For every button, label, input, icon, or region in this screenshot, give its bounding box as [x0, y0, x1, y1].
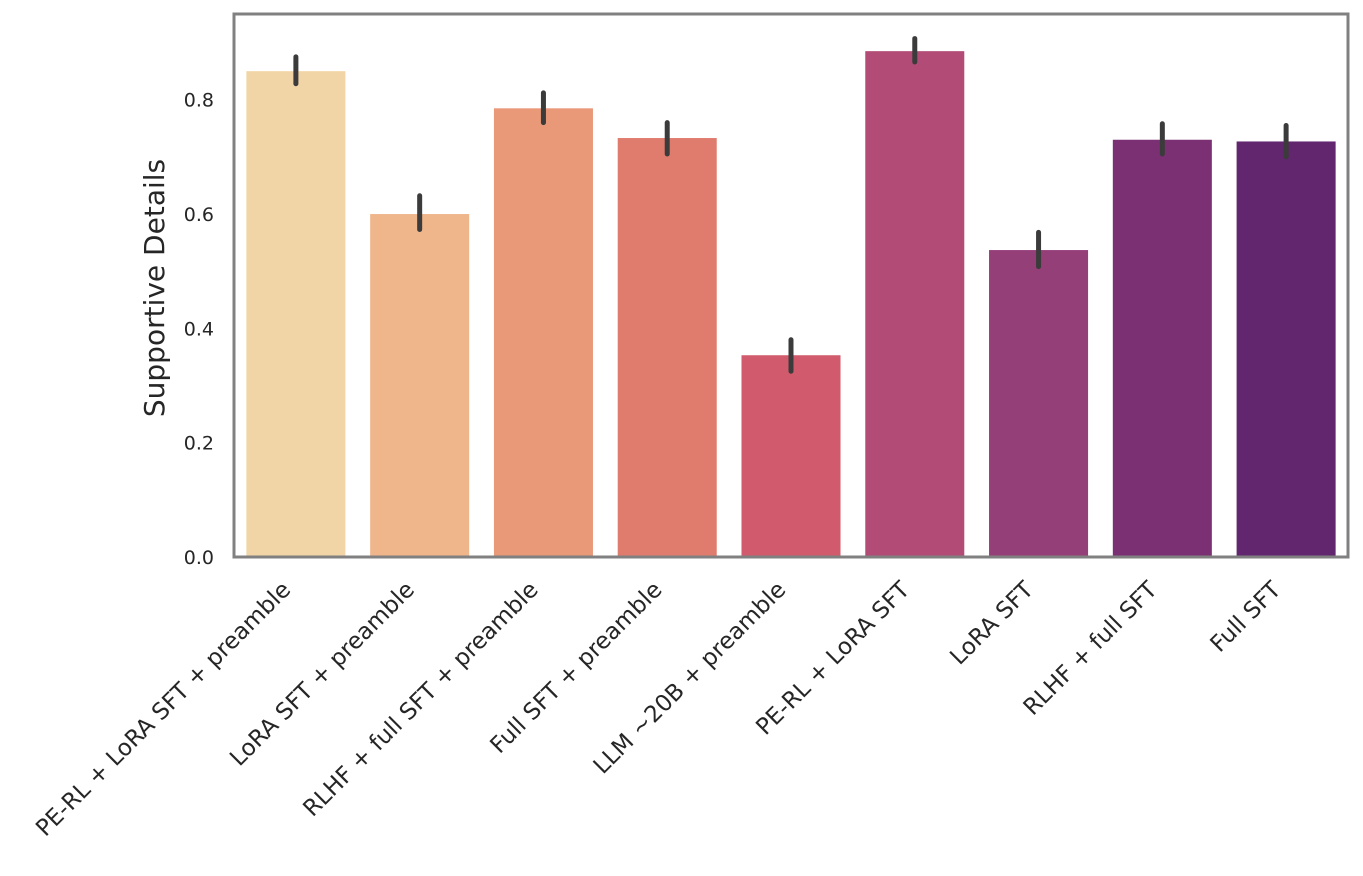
bar-9	[1236, 141, 1336, 558]
bar-5	[741, 355, 841, 557]
bar-1	[246, 71, 346, 557]
y-tick-label-1: 0.0	[184, 547, 214, 569]
bar-3	[493, 108, 593, 558]
plot-frame	[232, 12, 1350, 559]
bar-8	[1112, 139, 1212, 557]
bar-6	[865, 51, 965, 558]
y-axis-ticks: 0.0 0.2 0.4 0.6 0.8	[184, 90, 214, 569]
bar-7	[989, 250, 1089, 557]
x-tick-label-9: Full SFT	[1206, 576, 1287, 657]
x-tick-label-3: RLHF + full SFT + preamble	[299, 577, 544, 822]
x-tick-label-7: LoRA SFT	[945, 576, 1039, 670]
y-tick-label-2: 0.2	[184, 433, 214, 455]
y-axis-label: Supportive Details	[138, 159, 171, 417]
bar-4	[617, 138, 717, 557]
y-tick-label-5: 0.8	[184, 90, 214, 112]
x-tick-label-1: PE-RL + LoRA SFT + preamble	[31, 577, 296, 842]
bars-layer	[246, 51, 1336, 558]
y-tick-label-4: 0.6	[184, 204, 214, 226]
error-bars-layer	[293, 36, 1289, 374]
bar-2	[370, 214, 470, 558]
x-tick-label-8: RLHF + full SFT	[1019, 576, 1164, 721]
y-tick-label-3: 0.4	[184, 318, 214, 340]
